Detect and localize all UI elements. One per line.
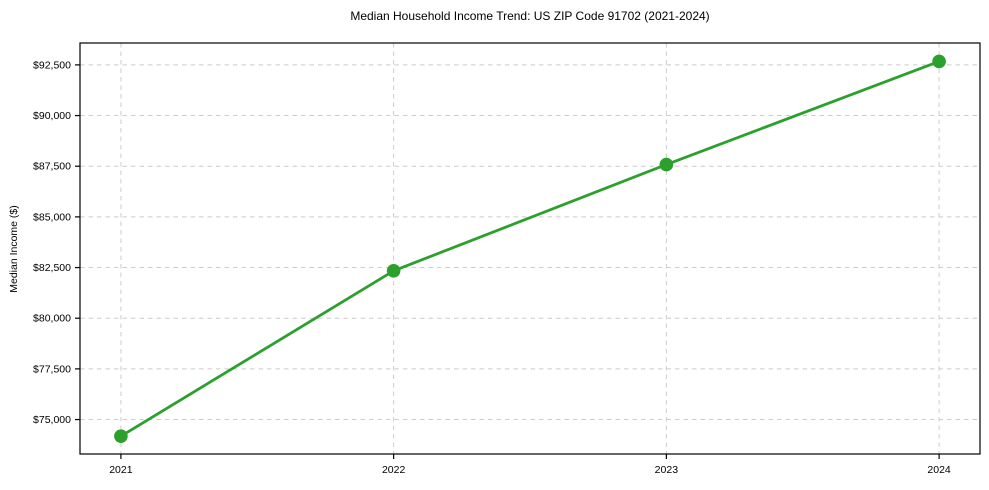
x-tick-label: 2024 (927, 464, 951, 476)
y-tick-label: $92,500 (33, 59, 71, 71)
data-point (932, 54, 946, 69)
x-tick-label: 2022 (382, 464, 406, 476)
y-tick-label: $90,000 (33, 110, 71, 122)
y-tick-label: $82,500 (33, 262, 71, 274)
chart-title: Median Household Income Trend: US ZIP Co… (350, 9, 710, 23)
y-tick-label: $80,000 (33, 313, 71, 325)
plot-border (79, 42, 981, 455)
data-point (386, 263, 401, 278)
data-line (119, 60, 941, 438)
y-tick-label: $75,000 (33, 414, 71, 426)
y-tick-label: $77,500 (33, 363, 71, 375)
y-tick-label: $87,500 (33, 161, 71, 173)
x-tick-label: 2023 (655, 464, 679, 476)
y-tick-label: $85,000 (33, 211, 71, 223)
x-tick-label: 2021 (109, 464, 133, 476)
data-point (659, 157, 674, 172)
data-point (114, 429, 128, 443)
